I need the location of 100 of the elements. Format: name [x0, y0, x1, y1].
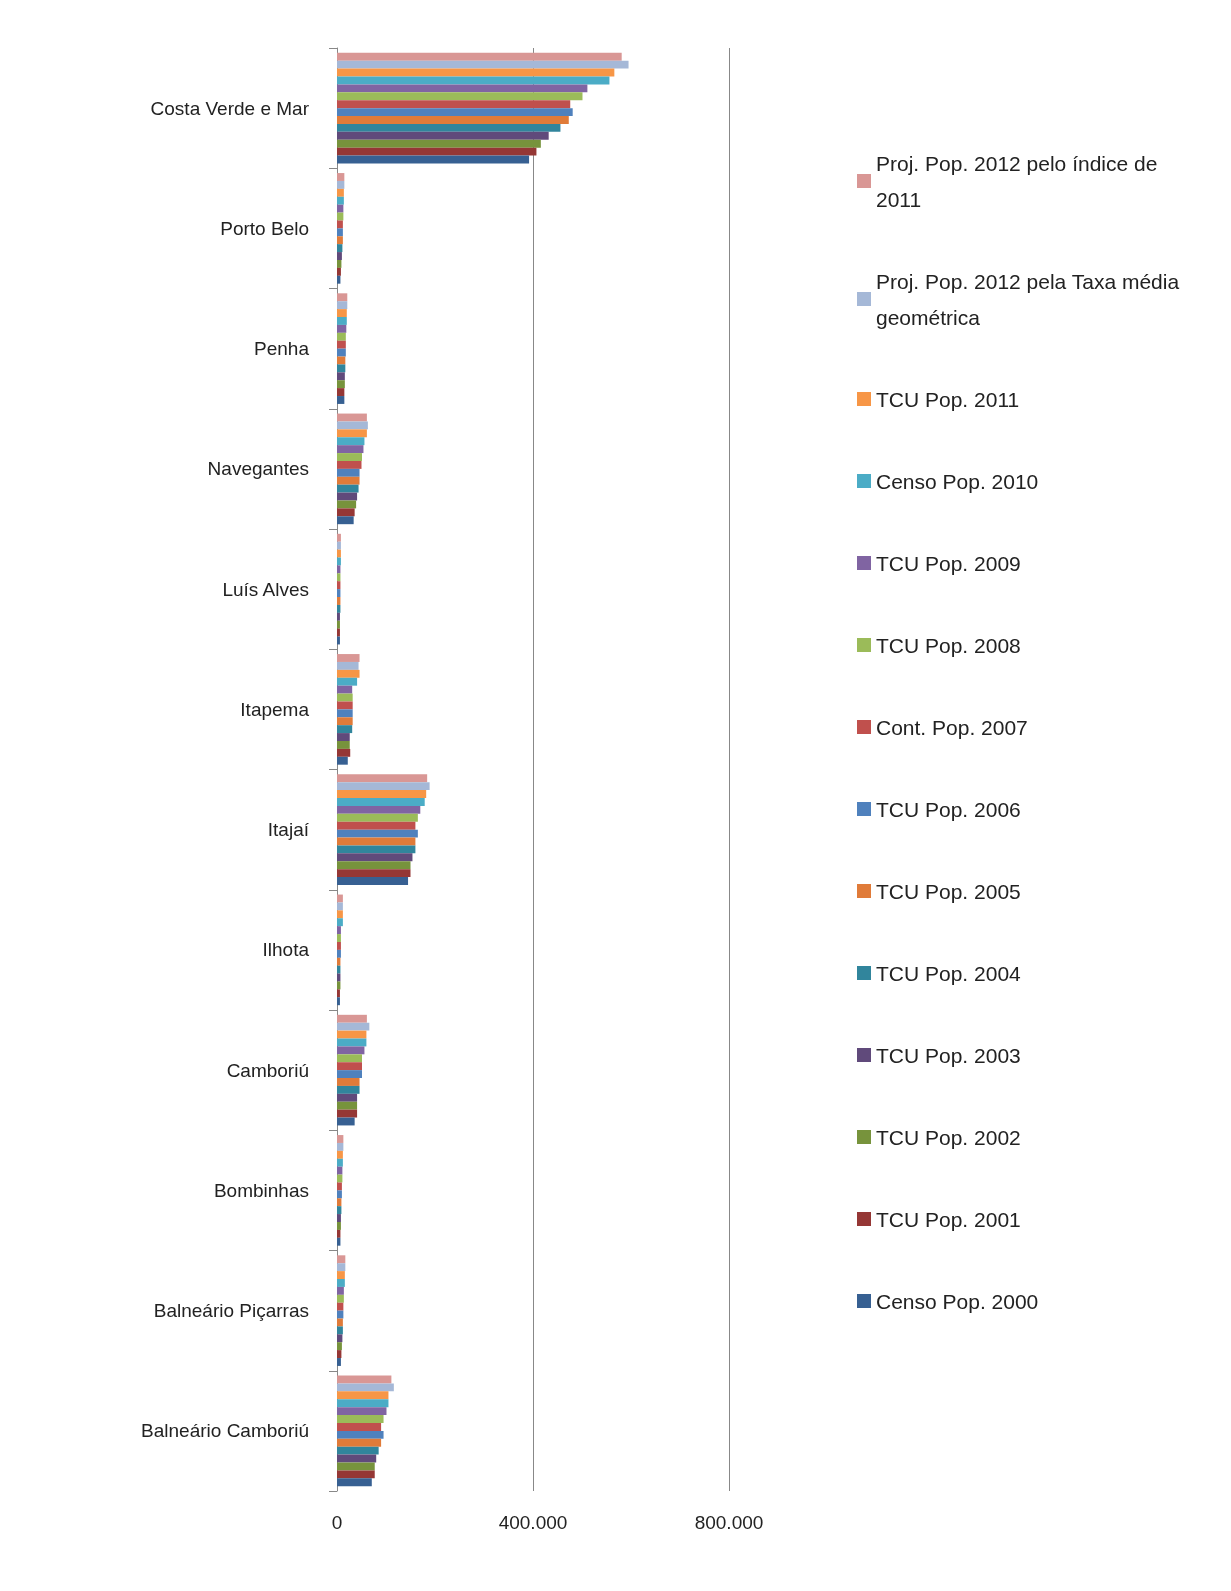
bar [337, 1470, 375, 1479]
bar [337, 1391, 389, 1400]
bar [337, 845, 416, 854]
bar [337, 476, 360, 485]
bar [337, 997, 340, 1006]
y-tick-label: Costa Verde e Mar [150, 97, 310, 119]
bar [337, 228, 343, 237]
bar [337, 628, 340, 637]
bar [337, 252, 342, 260]
bar [337, 453, 362, 461]
bar [337, 1318, 343, 1327]
bar [337, 1046, 365, 1055]
bar [337, 1206, 342, 1215]
bar [337, 869, 411, 878]
bar [337, 1342, 342, 1351]
bar [337, 733, 350, 741]
bar [337, 1263, 346, 1272]
bar [337, 437, 365, 446]
bar [337, 1070, 362, 1079]
bar [337, 717, 353, 726]
bar [337, 1166, 343, 1175]
bar [337, 293, 348, 302]
bar [337, 910, 343, 919]
bar [337, 989, 340, 998]
bar [337, 861, 411, 870]
bar [337, 701, 353, 710]
bar [337, 894, 343, 903]
bar [337, 84, 588, 93]
bar [337, 421, 368, 430]
legend-label: Cont. Pop. 2007 [876, 715, 1028, 739]
bar [337, 748, 351, 757]
bar [337, 1334, 343, 1343]
y-tick-label: Bombinhas [213, 1179, 309, 1201]
legend-label: TCU Pop. 2005 [876, 879, 1021, 903]
bar [337, 1271, 345, 1280]
bar [337, 1310, 344, 1319]
y-tick-label: Navegantes [207, 458, 309, 480]
bar [337, 1190, 342, 1199]
bar [337, 396, 345, 404]
bar [337, 301, 348, 310]
bar [337, 1286, 344, 1295]
legend-label: TCU Pop. 2006 [876, 797, 1021, 821]
bar [337, 267, 341, 276]
legend-label: TCU Pop. 2009 [876, 551, 1021, 575]
bar [337, 244, 343, 253]
y-tick-label: Penha [254, 338, 310, 360]
legend-label: TCU Pop. 2001 [876, 1207, 1021, 1231]
bar [337, 1030, 367, 1039]
bar [337, 805, 421, 814]
bar [337, 709, 353, 718]
bar [337, 654, 360, 662]
bar [337, 188, 344, 197]
bar [337, 1150, 343, 1159]
bar [337, 1117, 355, 1126]
bar [337, 196, 344, 205]
bar [337, 372, 345, 381]
bar [337, 821, 416, 830]
bar [337, 1407, 387, 1416]
bar [337, 100, 571, 109]
y-tick-label: Itajaí [267, 819, 310, 841]
x-tick-label: 400.000 [498, 1512, 568, 1533]
bar [337, 147, 537, 156]
bar [337, 1221, 341, 1230]
legend-label: Censo Pop. 2010 [876, 469, 1039, 493]
bar [337, 324, 347, 333]
bar [337, 1078, 360, 1086]
y-tick-label: Itapema [240, 698, 310, 720]
bar [337, 636, 340, 645]
bar [337, 1462, 375, 1471]
bar [337, 92, 583, 101]
bar [337, 1142, 344, 1151]
bar [337, 180, 345, 189]
y-tick-label: Ilhota [262, 939, 310, 961]
legend-label: Censo Pop. 2000 [876, 1289, 1039, 1313]
bar [337, 612, 340, 621]
bar [337, 1438, 382, 1447]
bar [337, 798, 425, 806]
bar [337, 1214, 341, 1222]
bar [337, 1014, 367, 1023]
bar [337, 918, 343, 927]
bar [337, 1054, 362, 1063]
bar [337, 68, 615, 77]
legend-label: TCU Pop. 2011 [876, 387, 1020, 411]
bar [337, 1182, 342, 1191]
bar [337, 1415, 384, 1423]
bar [337, 131, 549, 140]
bar [337, 236, 343, 245]
bar [337, 1022, 370, 1031]
y-tick-label: Luís Alves [222, 578, 309, 600]
bar [337, 220, 343, 229]
bar [337, 790, 427, 799]
y-tick-label: Balneário Piçarras [153, 1300, 309, 1322]
bar [337, 332, 346, 341]
bar [337, 173, 345, 181]
bar [337, 348, 346, 357]
x-tick-label: 0 [331, 1512, 343, 1533]
bar [337, 853, 413, 862]
bar [337, 949, 341, 958]
bar [337, 484, 359, 493]
legend-label: TCU Pop. 2002 [876, 1125, 1021, 1149]
